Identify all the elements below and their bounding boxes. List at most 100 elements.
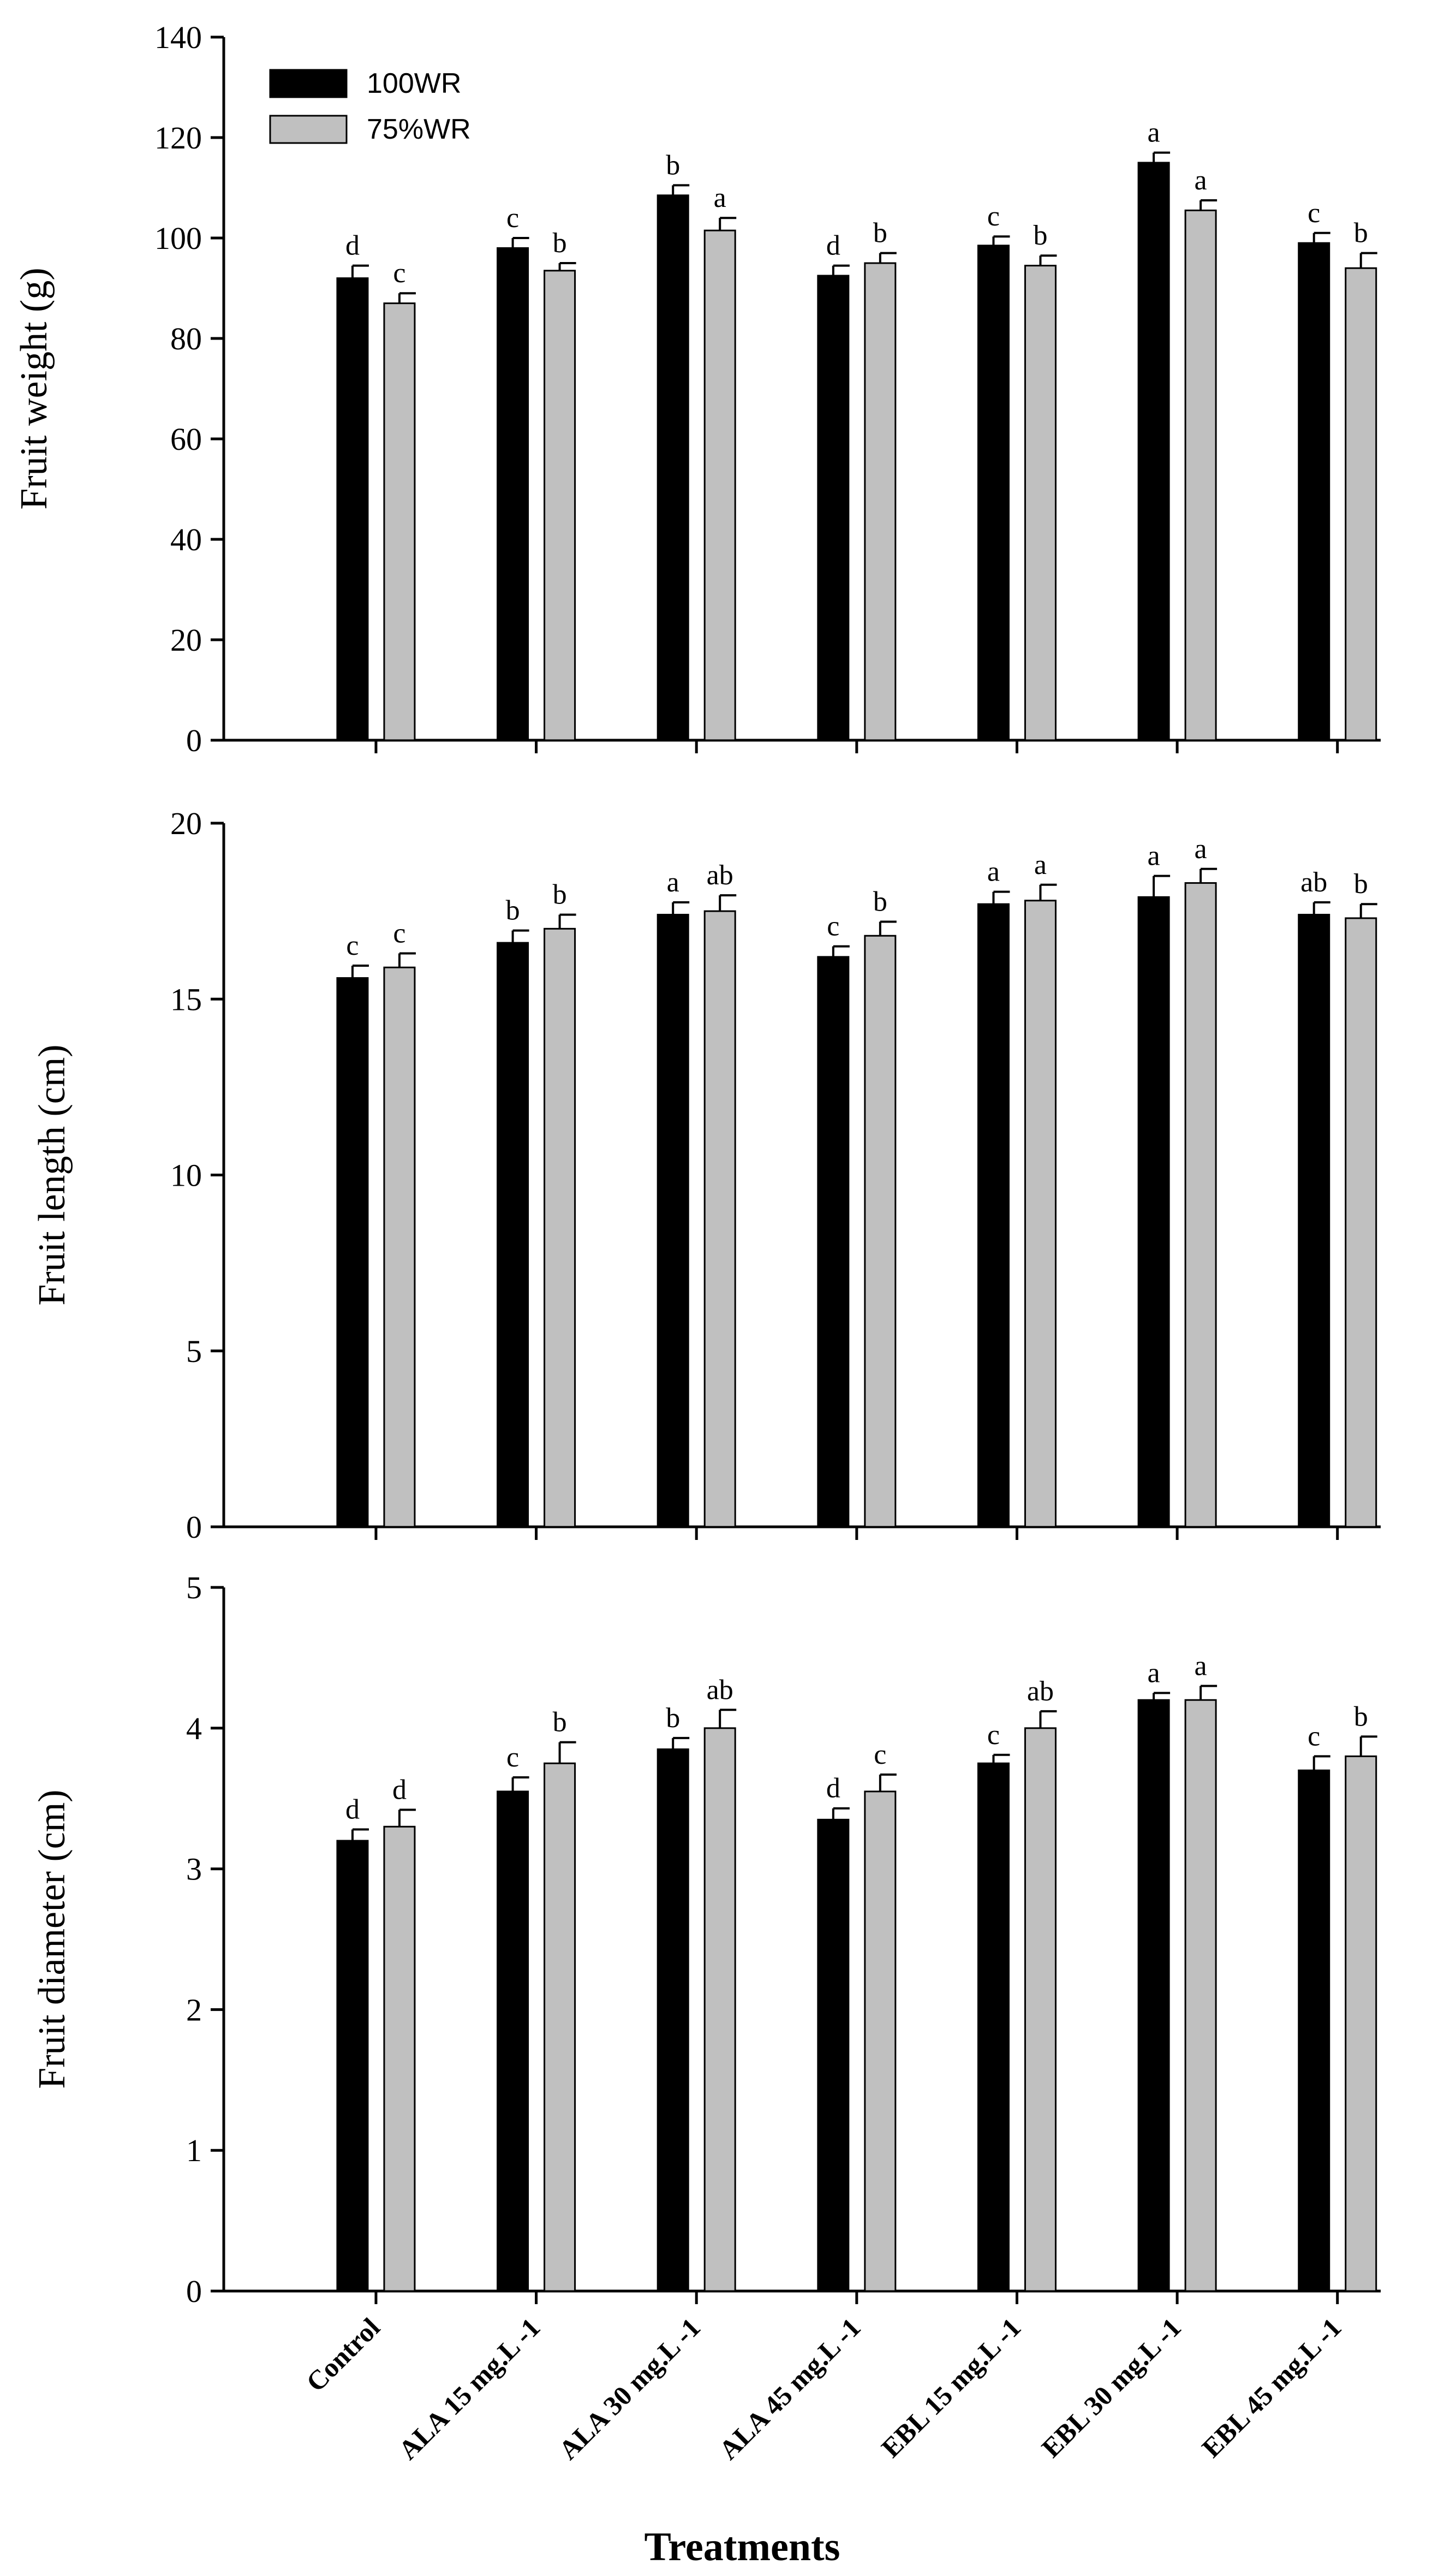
significance-letter: c (506, 1742, 519, 1773)
significance-letter: a (1195, 165, 1207, 196)
bar-75wr (1184, 209, 1217, 741)
bar-100wr (1298, 242, 1330, 741)
significance-letter: b (1354, 868, 1368, 900)
significance-letter: b (553, 1707, 567, 1738)
bar-75wr (1345, 267, 1377, 741)
y-tick-label: 60 (170, 421, 202, 457)
bar-75wr (1345, 917, 1377, 1528)
significance-letter: b (873, 218, 887, 249)
significance-letter: c (987, 1720, 1000, 1751)
significance-letter: ab (707, 1674, 733, 1705)
bar-100wr (497, 247, 529, 741)
bar-75wr (703, 910, 736, 1528)
significance-letter: ab (1027, 1676, 1054, 1707)
significance-letter: c (1308, 1721, 1320, 1752)
significance-letter: d (345, 230, 360, 261)
significance-letter: c (987, 201, 1000, 232)
panel-1: 0 20 40 60 80 100 120 140 Fruit weight (g) d c c b b a… (13, 20, 1381, 758)
significance-letter: d (345, 1794, 360, 1825)
bar-75wr (703, 229, 736, 741)
bar-75wr (1345, 1755, 1377, 2292)
bar-75wr (1024, 265, 1057, 741)
bar-100wr (1137, 1699, 1170, 2292)
significance-letter: b (1354, 1701, 1368, 1732)
y-tick-label: 120 (154, 120, 202, 156)
significance-letter: d (826, 1773, 840, 1804)
significance-letter: a (1148, 1657, 1160, 1688)
significance-letter: b (1033, 220, 1047, 251)
x-tick-label: ALA 15 mg.L -1 (392, 2312, 546, 2465)
bar-100wr (977, 1762, 1010, 2292)
y-tick-label: 15 (170, 981, 202, 1017)
y-tick-label: 80 (170, 321, 202, 356)
significance-letter: c (393, 258, 405, 289)
panel-3: 0 1 2 3 4 5 Fruit diameter (cm) d d Control c b ALA … (31, 1570, 1381, 2569)
significance-letter: c (1308, 198, 1320, 229)
bar-75wr (544, 1762, 576, 2292)
y-tick-label: 20 (170, 806, 202, 841)
significance-letter: ab (707, 860, 733, 891)
y-tick-label: 3 (186, 1852, 202, 1887)
y-tick-label: 100 (154, 221, 202, 256)
x-tick-label: EBL 45 mg.L -1 (1196, 2312, 1347, 2463)
bar-75wr (544, 927, 576, 1528)
y-tick-label: 0 (186, 723, 202, 758)
significance-letter: a (1148, 841, 1160, 872)
significance-letter: b (873, 886, 887, 917)
bar-100wr (1137, 162, 1170, 741)
significance-letter: d (392, 1774, 407, 1805)
bar-75wr (1184, 1699, 1217, 2292)
y-tick-label: 40 (170, 522, 202, 557)
significance-letter: a (714, 182, 726, 213)
bar-100wr (497, 942, 529, 1528)
x-tick-label: ALA 45 mg.L -1 (713, 2312, 866, 2465)
significance-letter: c (393, 918, 405, 949)
bar-75wr (864, 935, 897, 1528)
bar-75wr (383, 302, 416, 741)
significance-letter: a (1195, 834, 1207, 865)
y-axis-title: Fruit weight (g) (13, 267, 55, 509)
bar-75wr (864, 262, 897, 741)
bar-100wr (817, 275, 850, 741)
y-tick-label: 2 (186, 1992, 202, 2027)
y-axis-title: Fruit diameter (cm) (31, 1789, 73, 2089)
legend-swatch (269, 69, 348, 98)
x-axis-title: Treatments (645, 2525, 840, 2569)
bar-100wr (1137, 896, 1170, 1528)
legend: 100WR 75%WR (269, 68, 471, 145)
bar-75wr (383, 1825, 416, 2292)
bar-100wr (977, 245, 1010, 741)
legend-label: 100WR (367, 68, 461, 99)
significance-letter: b (666, 1703, 680, 1734)
bar-100wr (657, 194, 689, 741)
y-tick-label: 10 (170, 1158, 202, 1193)
y-tick-label: 0 (186, 2274, 202, 2309)
significance-letter: a (1148, 117, 1160, 148)
bar-75wr (1024, 900, 1057, 1528)
bar-75wr (1024, 1727, 1057, 2292)
significance-letter: b (506, 895, 520, 926)
bar-100wr (336, 1840, 369, 2292)
bar-100wr (497, 1790, 529, 2292)
significance-letter: d (826, 230, 840, 261)
bar-100wr (977, 903, 1010, 1528)
significance-letter: b (553, 228, 567, 259)
significance-letter: a (1034, 849, 1047, 881)
bar-75wr (703, 1727, 736, 2292)
significance-letter: b (1354, 218, 1368, 249)
significance-letter: a (987, 856, 1000, 888)
legend-label: 75%WR (367, 114, 471, 145)
significance-letter: b (553, 879, 567, 911)
y-tick-label: 5 (186, 1570, 202, 1605)
y-tick-label: 140 (154, 20, 202, 55)
y-tick-label: 4 (186, 1711, 202, 1746)
bar-100wr (657, 914, 689, 1528)
significance-letter: a (667, 867, 679, 898)
bar-100wr (817, 956, 850, 1528)
significance-letter: ab (1300, 867, 1327, 898)
x-tick-label: ALA 30 mg.L -1 (553, 2312, 706, 2465)
x-tick-label: EBL 15 mg.L -1 (875, 2312, 1027, 2463)
bar-75wr (1184, 882, 1217, 1528)
significance-letter: a (1195, 1650, 1207, 1681)
